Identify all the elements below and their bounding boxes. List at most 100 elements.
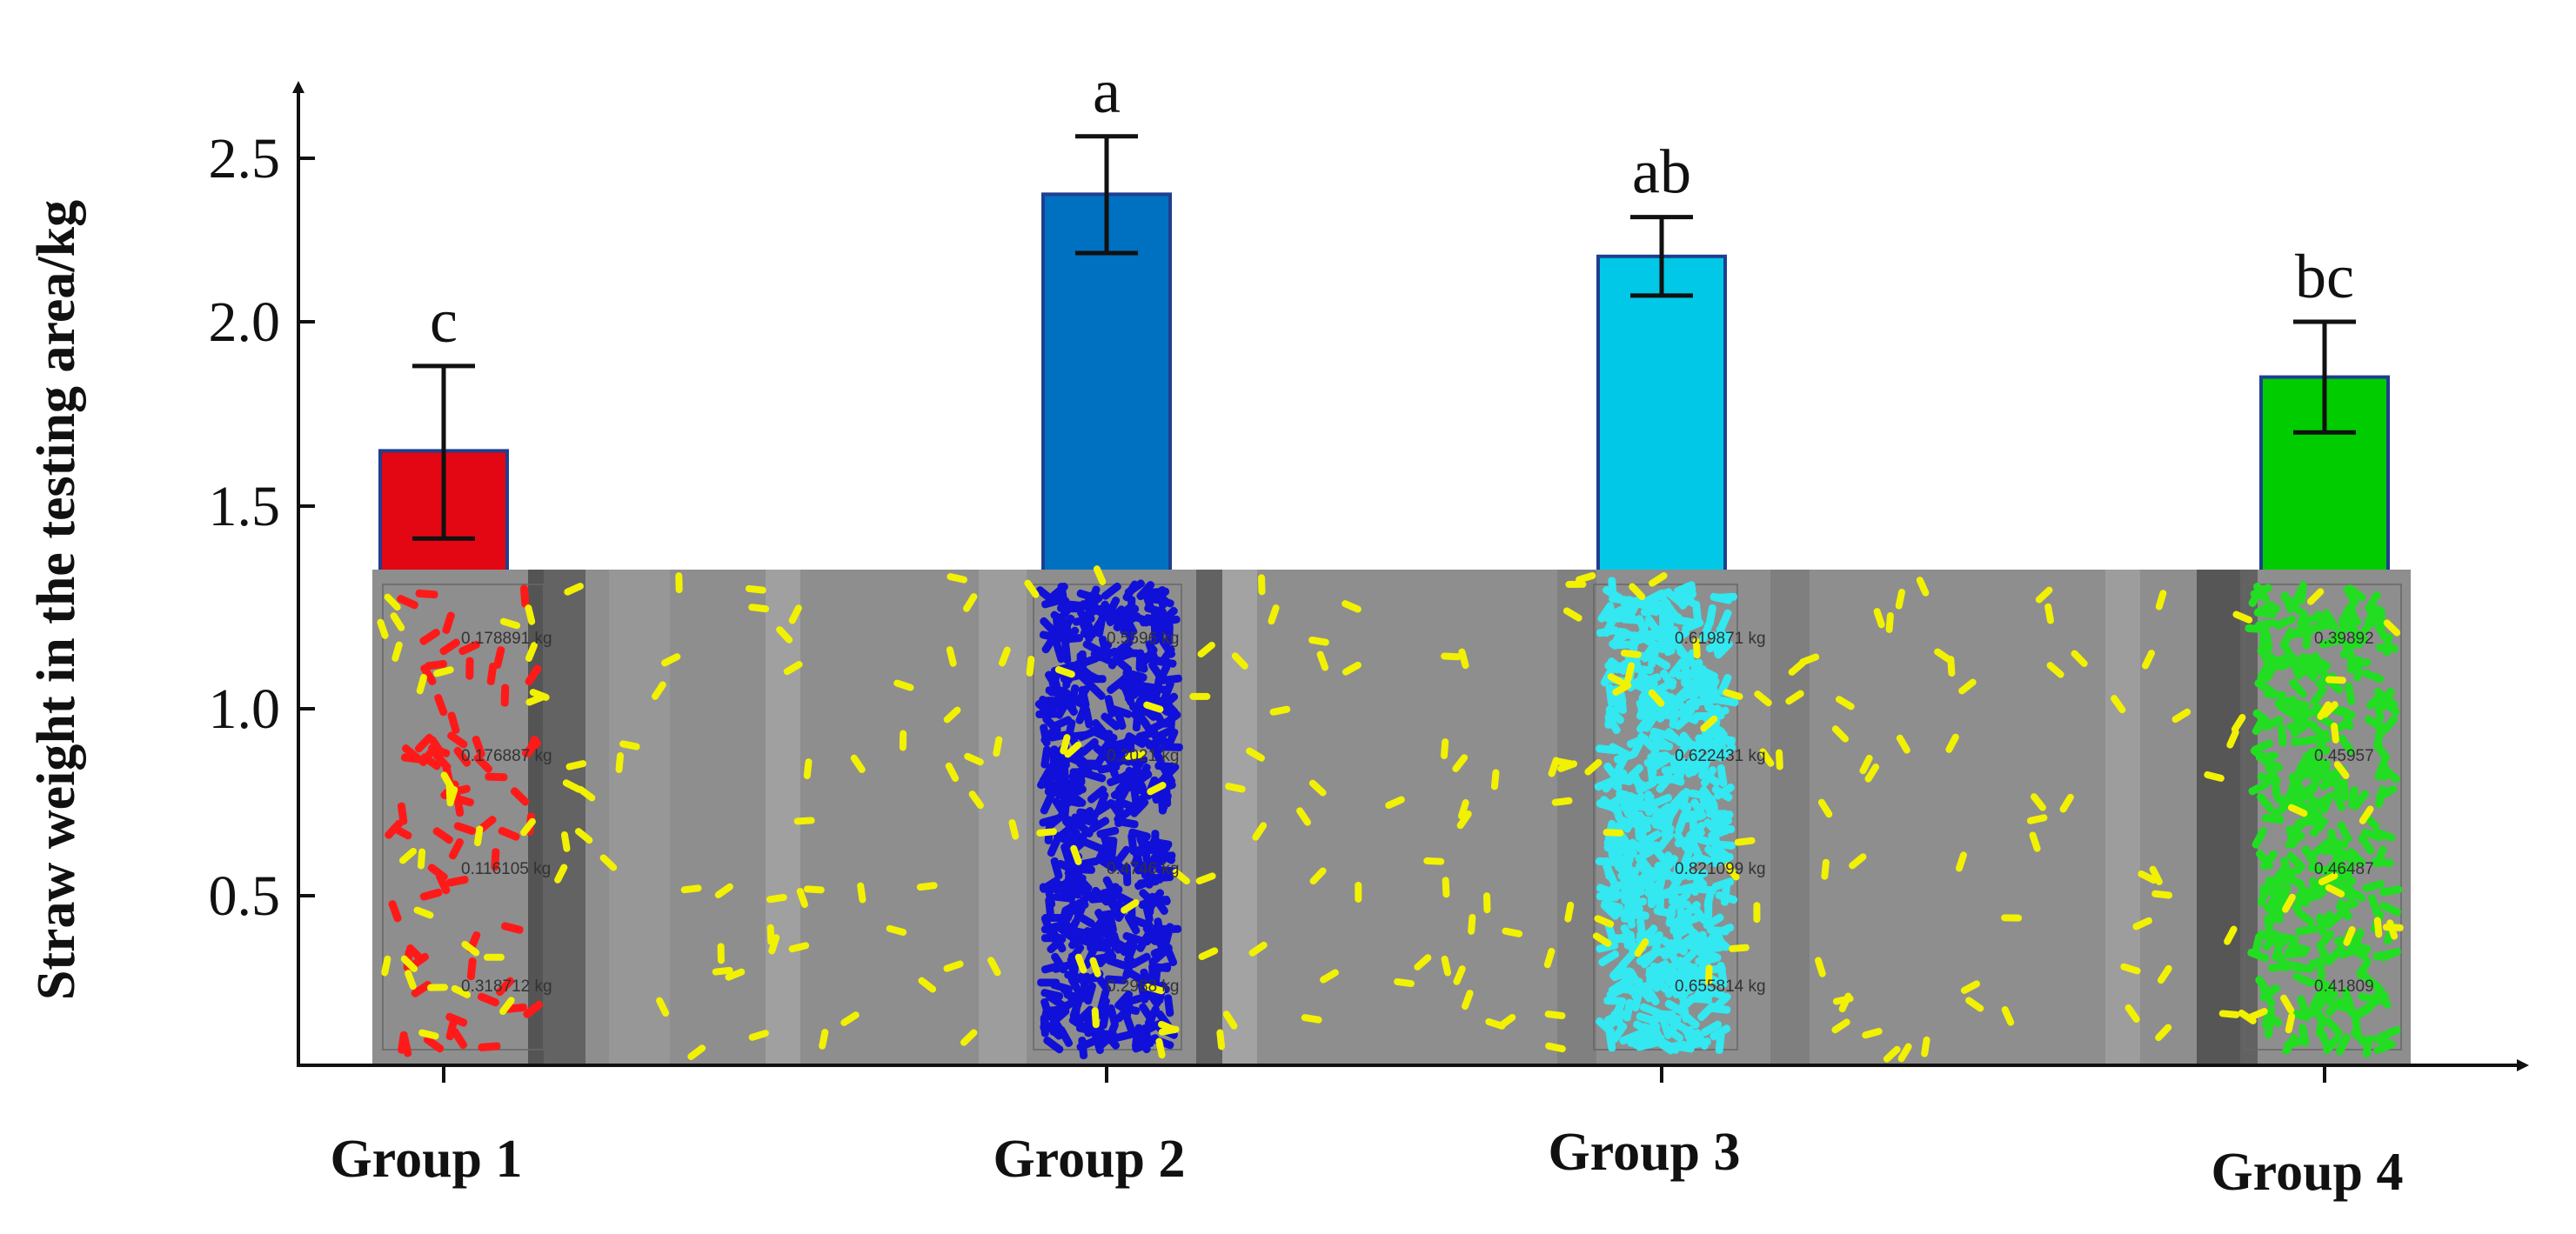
- straw-particle: [458, 640, 480, 656]
- straw-particle: [418, 1029, 439, 1040]
- straw-particle: [2379, 885, 2403, 897]
- straw-particle: [1113, 646, 1134, 664]
- straw-particle: [2325, 884, 2345, 897]
- straw-particle: [2278, 656, 2300, 671]
- straw-particle: [960, 1029, 978, 1046]
- straw-particle: [1604, 604, 1623, 623]
- straw-particle: [500, 684, 510, 707]
- straw-particle: [1095, 614, 1107, 637]
- straw-particle: [2357, 957, 2372, 979]
- straw-particle: [1636, 778, 1657, 794]
- straw-particle: [565, 760, 587, 770]
- straw-particle: [461, 940, 480, 957]
- straw-particle: [1955, 851, 1967, 872]
- straw-particle: [1036, 828, 1058, 837]
- straw-particle: [1064, 833, 1087, 844]
- straw-particle: [1659, 669, 1676, 690]
- straw-particle: [1708, 810, 1730, 826]
- straw-particle: [1101, 712, 1121, 730]
- straw-particle: [2171, 708, 2191, 724]
- straw-particle: [1040, 724, 1051, 747]
- straw-particle: [1502, 927, 1523, 937]
- straw-particle: [783, 661, 803, 676]
- overlay-stripe: [1770, 570, 1810, 1065]
- straw-particle: [1895, 588, 1905, 610]
- straw-particle: [1141, 1020, 1163, 1036]
- straw-particle: [2281, 893, 2296, 913]
- straw-particle: [1700, 770, 1721, 787]
- overlay-weight-label: 0.821099 kg: [1675, 860, 1766, 878]
- straw-particle: [2339, 778, 2350, 802]
- straw-particle: [564, 583, 584, 596]
- straw-particle: [1965, 997, 1984, 1012]
- straw-particle: [1071, 988, 1094, 1001]
- straw-particle: [1831, 1018, 1850, 1034]
- straw-particle: [615, 752, 624, 773]
- straw-particle: [819, 1029, 829, 1050]
- straw-particle: [2301, 845, 2318, 866]
- straw-particle: [2311, 839, 2332, 857]
- straw-particle: [1144, 1005, 1160, 1027]
- straw-particle: [2026, 814, 2048, 824]
- straw-particle: [1252, 822, 1268, 841]
- straw-particle: [1040, 989, 1064, 1001]
- straw-particle: [2307, 720, 2326, 739]
- straw-particle: [2361, 829, 2384, 842]
- straw-particle: [1043, 1036, 1064, 1054]
- straw-particle: [1066, 790, 1087, 807]
- straw-particle: [2280, 994, 2295, 1014]
- straw-particle: [1717, 673, 1732, 696]
- straw-particle: [1668, 951, 1686, 972]
- straw-particle: [1458, 648, 1469, 670]
- straw-particle: [1635, 1039, 1658, 1051]
- straw-particle: [1144, 983, 1165, 995]
- straw-particle: [381, 955, 391, 977]
- straw-particle: [1301, 1014, 1322, 1024]
- straw-particle: [2204, 770, 2225, 782]
- straw-particle: [2345, 682, 2356, 705]
- straw-particle: [1658, 1037, 1680, 1054]
- straw-particle: [1548, 757, 1560, 777]
- straw-particle: [1672, 890, 1691, 910]
- straw-particle: [2312, 978, 2336, 992]
- straw-particle: [525, 664, 542, 686]
- straw-particle: [1129, 952, 1151, 969]
- straw-particle: [2374, 785, 2387, 809]
- straw-particle: [2261, 757, 2284, 772]
- straw-particle: [2322, 609, 2338, 630]
- straw-particle: [2261, 931, 2283, 948]
- straw-particle: [472, 735, 485, 758]
- straw-particle: [1159, 674, 1182, 684]
- measurement-box: [382, 584, 545, 1051]
- straw-particle: [1057, 1025, 1074, 1048]
- x-category-label: Group 4: [2211, 1143, 2403, 1202]
- straw-particle: [1674, 711, 1694, 730]
- straw-particle: [1711, 992, 1731, 1011]
- straw-particle: [893, 679, 914, 691]
- straw-particle: [1147, 782, 1167, 796]
- straw-particle: [1231, 652, 1248, 670]
- straw-particle: [1074, 883, 1095, 900]
- overlay-weight-label: 0.45957: [2314, 747, 2374, 765]
- straw-particle: [1316, 650, 1329, 671]
- straw-particle: [1107, 677, 1127, 694]
- straw-particle: [2336, 899, 2359, 911]
- straw-particle: [2332, 630, 2351, 650]
- straw-particle: [2059, 793, 2074, 813]
- straw-particle: [1618, 795, 1633, 817]
- overlay-weight-label: 0.318712 kg: [461, 977, 552, 996]
- straw-particle: [1637, 671, 1658, 689]
- straw-particle: [2046, 662, 2064, 678]
- straw-particle: [1678, 788, 1690, 810]
- straw-particle: [2338, 734, 2355, 756]
- straw-particle: [2268, 961, 2292, 972]
- straw-particle: [2318, 987, 2337, 1008]
- straw-particle: [1099, 1006, 1110, 1030]
- straw-particle: [1669, 657, 1687, 678]
- straw-particle: [1039, 814, 1061, 827]
- straw-particle: [1691, 983, 1709, 1003]
- straw-particle: [510, 787, 530, 806]
- straw-particle: [1040, 921, 1064, 934]
- straw-particle: [398, 847, 418, 864]
- straw-particle: [2323, 1035, 2341, 1055]
